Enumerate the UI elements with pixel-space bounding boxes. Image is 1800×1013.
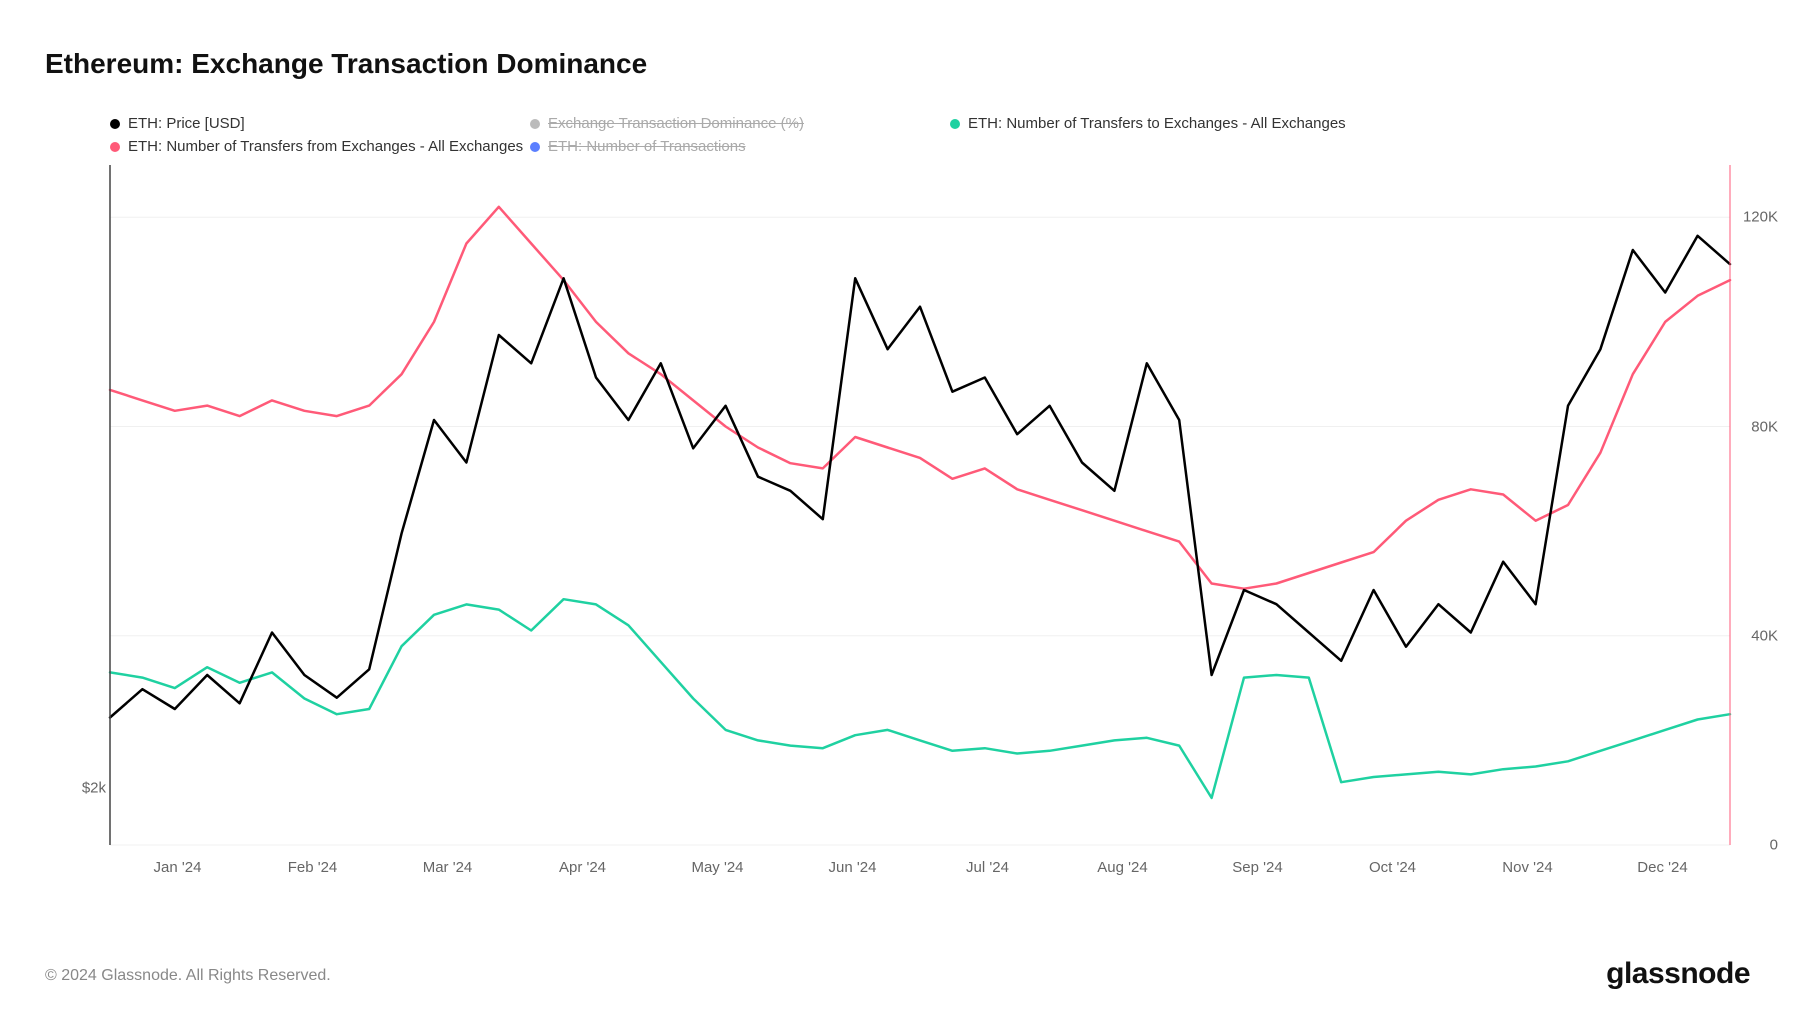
price-color-dot xyxy=(110,119,120,129)
x-tick: Jan '24 xyxy=(154,859,202,876)
x-tick: Mar '24 xyxy=(423,859,473,876)
x-tick: Sep '24 xyxy=(1232,859,1282,876)
legend: ETH: Price [USD] Exchange Transaction Dom… xyxy=(110,115,1740,155)
legend-label: ETH: Number of Transactions xyxy=(548,138,746,155)
x-tick: Oct '24 xyxy=(1369,859,1416,876)
chart-title: Ethereum: Exchange Transaction Dominance xyxy=(45,48,647,80)
y-right-tick: 0 xyxy=(1770,837,1778,854)
x-tick: Jun '24 xyxy=(829,859,877,876)
x-tick: May '24 xyxy=(691,859,743,876)
y-left-tick: $2k xyxy=(70,780,106,797)
legend-item-to_ex[interactable]: ETH: Number of Transfers to Exchanges - … xyxy=(950,115,1470,132)
x-tick: Apr '24 xyxy=(559,859,606,876)
legend-item-price[interactable]: ETH: Price [USD] xyxy=(110,115,530,132)
y-right-tick: 120K xyxy=(1743,209,1778,226)
to_ex-color-dot xyxy=(950,119,960,129)
legend-label: ETH: Price [USD] xyxy=(128,115,245,132)
x-tick: Aug '24 xyxy=(1097,859,1147,876)
legend-item-dominance[interactable]: Exchange Transaction Dominance (%) xyxy=(530,115,950,132)
legend-item-from_ex[interactable]: ETH: Number of Transfers from Exchanges … xyxy=(110,138,530,155)
x-tick: Nov '24 xyxy=(1502,859,1552,876)
legend-label: ETH: Number of Transfers to Exchanges - … xyxy=(968,115,1346,132)
x-tick: Feb '24 xyxy=(288,859,338,876)
dominance-color-dot xyxy=(530,119,540,129)
legend-item-tx[interactable]: ETH: Number of Transactions xyxy=(530,138,950,155)
y-right-tick: 40K xyxy=(1751,627,1778,644)
y-right-tick: 80K xyxy=(1751,418,1778,435)
legend-label: ETH: Number of Transfers from Exchanges … xyxy=(128,138,523,155)
brand-logo: glassnode xyxy=(1606,957,1750,991)
x-tick: Dec '24 xyxy=(1637,859,1687,876)
legend-label: Exchange Transaction Dominance (%) xyxy=(548,115,804,132)
x-tick: Jul '24 xyxy=(966,859,1009,876)
tx-color-dot xyxy=(530,142,540,152)
from_ex-color-dot xyxy=(110,142,120,152)
copyright: © 2024 Glassnode. All Rights Reserved. xyxy=(45,967,331,985)
chart-plot xyxy=(110,165,1730,845)
